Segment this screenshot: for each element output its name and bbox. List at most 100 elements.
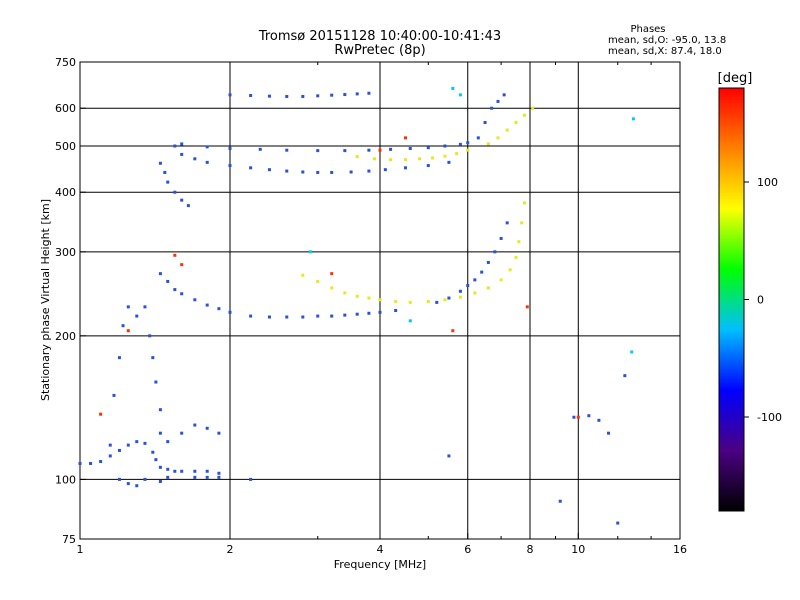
data-point	[477, 136, 480, 139]
data-point	[285, 95, 288, 98]
data-point	[427, 300, 430, 303]
y-tick-label: 600	[55, 102, 76, 115]
data-point	[330, 94, 333, 97]
data-point	[447, 297, 450, 300]
data-point	[343, 314, 346, 317]
y-tick-label: 100	[55, 473, 76, 486]
data-point	[316, 171, 319, 174]
data-point	[301, 274, 304, 277]
data-point	[597, 419, 600, 422]
ionogram-chart: Tromsø 20151128 10:40:00-10:41:43 RwPret…	[0, 0, 800, 600]
y-axis-label: Stationary phase Virtual Height [km]	[39, 199, 52, 401]
data-point	[394, 300, 397, 303]
data-point	[206, 161, 209, 164]
data-point	[330, 315, 333, 318]
data-point	[118, 449, 121, 452]
data-point	[480, 271, 483, 274]
data-point	[229, 147, 232, 150]
data-point	[466, 284, 469, 287]
data-point	[148, 334, 151, 337]
data-point	[496, 136, 499, 139]
data-point	[193, 298, 196, 301]
data-point	[459, 290, 462, 293]
data-point	[459, 93, 462, 96]
data-point	[154, 381, 157, 384]
data-point	[193, 424, 196, 427]
data-point	[217, 432, 220, 435]
data-point	[166, 440, 169, 443]
data-point	[379, 311, 382, 314]
data-point	[79, 462, 82, 465]
data-point	[316, 315, 319, 318]
data-point	[166, 468, 169, 471]
x-tick-label: 1	[77, 543, 84, 556]
data-point	[187, 204, 190, 207]
data-point	[389, 148, 392, 151]
data-point	[118, 356, 121, 359]
colorbar-label: [deg]	[718, 71, 753, 86]
colorbar-tick-label: 100	[757, 176, 778, 189]
stats-line-x: mean, sd,X: 87.4, 18.0	[608, 46, 722, 57]
data-point	[193, 470, 196, 473]
data-point	[193, 476, 196, 479]
data-point	[455, 152, 458, 155]
data-point	[451, 329, 454, 332]
data-point	[379, 149, 382, 152]
data-point	[373, 157, 376, 160]
data-point	[166, 280, 169, 283]
data-point	[493, 250, 496, 253]
data-point	[249, 315, 252, 318]
data-point	[484, 121, 487, 124]
data-point	[466, 141, 469, 144]
data-point	[356, 92, 359, 95]
data-point	[285, 149, 288, 152]
data-point	[531, 107, 534, 110]
data-point	[409, 301, 412, 304]
data-point	[285, 170, 288, 173]
data-point	[180, 432, 183, 435]
data-point	[301, 171, 304, 174]
data-point	[217, 472, 220, 475]
data-point	[249, 478, 252, 481]
data-point	[466, 149, 469, 152]
data-point	[431, 156, 434, 159]
data-point	[159, 408, 162, 411]
data-point	[229, 164, 232, 167]
data-point	[350, 171, 353, 174]
data-point	[143, 305, 146, 308]
data-point	[127, 305, 130, 308]
data-point	[427, 164, 430, 167]
data-point	[309, 250, 312, 253]
data-point	[523, 114, 526, 117]
data-point	[632, 117, 635, 120]
data-point	[572, 416, 575, 419]
data-point	[343, 149, 346, 152]
data-point	[526, 305, 529, 308]
data-point	[173, 191, 176, 194]
data-point	[356, 295, 359, 298]
data-point	[206, 476, 209, 479]
data-point	[135, 440, 138, 443]
data-point	[143, 478, 146, 481]
data-point	[559, 500, 562, 503]
data-point	[473, 278, 476, 281]
data-point	[506, 129, 509, 132]
data-point	[229, 93, 232, 96]
stats-line-o: mean, sd,O: -95.0, 13.8	[608, 35, 726, 46]
data-point	[330, 286, 333, 289]
data-point	[487, 142, 490, 145]
data-point	[159, 162, 162, 165]
data-point	[506, 221, 509, 224]
data-point	[180, 292, 183, 295]
chart-subtitle: RwPretec (8p)	[334, 43, 425, 58]
x-tick-label: 6	[464, 543, 471, 556]
data-point	[206, 145, 209, 148]
data-point	[367, 92, 370, 95]
data-point	[343, 93, 346, 96]
data-point	[249, 166, 252, 169]
y-tick-label: 200	[55, 330, 76, 343]
x-tick-label: 2	[227, 543, 234, 556]
data-point	[447, 161, 450, 164]
data-point	[285, 316, 288, 319]
y-tick-label: 400	[55, 186, 76, 199]
